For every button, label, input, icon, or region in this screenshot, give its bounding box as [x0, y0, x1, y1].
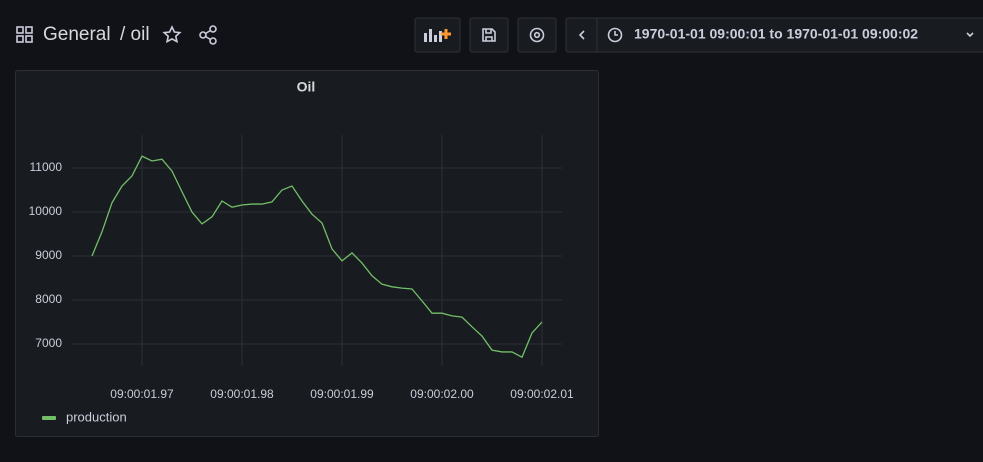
x-tick-label: 09:00:01.99 — [310, 387, 374, 401]
save-icon — [482, 28, 496, 42]
save-button[interactable] — [469, 17, 509, 53]
x-tick-label: 09:00:01.98 — [210, 387, 274, 401]
x-tick-label: 09:00:01.97 — [110, 387, 174, 401]
settings-button[interactable] — [517, 17, 557, 53]
folder-title[interactable]: General — [43, 24, 111, 45]
legend-swatch — [42, 416, 56, 420]
dropdown-arrow[interactable] — [966, 32, 974, 38]
star-icon[interactable] — [162, 25, 182, 44]
y-tick-label: 7000 — [35, 336, 62, 350]
add-panel-button[interactable] — [414, 17, 461, 53]
legend-label: production — [66, 409, 127, 424]
y-tick-label: 9000 — [35, 248, 62, 262]
panel-title[interactable]: Oil — [297, 79, 316, 95]
line — [91, 155, 543, 359]
y-tick-label: 11000 — [30, 160, 63, 174]
dashboard-title[interactable]: / oil — [120, 24, 150, 45]
y-tick-label: 8000 — [35, 292, 62, 306]
back-arrow[interactable] — [578, 30, 585, 40]
share-icon[interactable] — [199, 25, 217, 45]
plot: 7000 8000 9000 10000 11000 09:00:01.97 09:00:0… — [29, 135, 574, 424]
y-tick-label: 10000 — [29, 204, 63, 218]
add-panel-icon — [424, 29, 451, 42]
time-picker[interactable] — [565, 17, 983, 53]
panel — [15, 70, 599, 437]
settings-icon — [529, 27, 545, 43]
x-tick-label: 09:00:02.00 — [410, 387, 474, 401]
clock-icon — [607, 27, 623, 43]
x-tick-label: 09:00:02.01 — [510, 387, 574, 401]
time-range[interactable]: 1970-01-01 09:00:01 to 1970-01-01 09:00:… — [634, 26, 918, 42]
dashboards-icon[interactable] — [16, 26, 33, 43]
